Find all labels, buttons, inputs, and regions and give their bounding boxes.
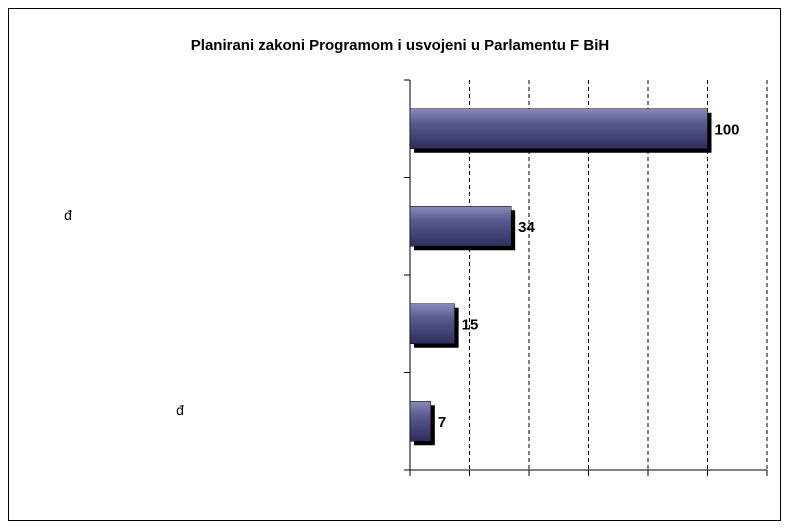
chart-border bbox=[8, 8, 781, 521]
bar bbox=[409, 401, 432, 442]
value-label: 7 bbox=[438, 414, 446, 431]
value-label: 34 bbox=[518, 219, 535, 236]
bar bbox=[409, 108, 708, 149]
value-label: 15 bbox=[462, 317, 479, 334]
chart-title: Planirani zakoni Programom i usvojeni u … bbox=[191, 37, 609, 54]
y-tick-label: đ bbox=[64, 207, 72, 223]
value-label: 100 bbox=[715, 122, 740, 139]
bar bbox=[409, 303, 455, 344]
y-tick-label: đ bbox=[176, 402, 184, 418]
bar bbox=[409, 206, 512, 247]
